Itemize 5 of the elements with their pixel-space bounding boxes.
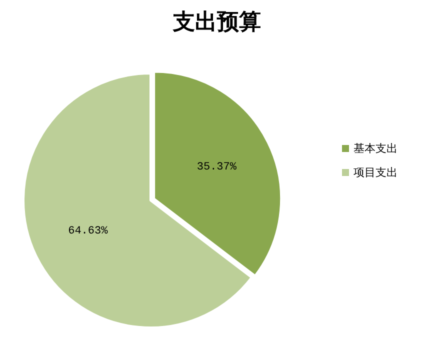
- data-label: 64.63%: [68, 225, 108, 238]
- legend-label: 基本支出: [354, 142, 398, 155]
- data-label: 35.37%: [196, 162, 237, 174]
- legend-label: 项目支出: [354, 166, 398, 179]
- chart-title: 支出预算: [172, 10, 261, 35]
